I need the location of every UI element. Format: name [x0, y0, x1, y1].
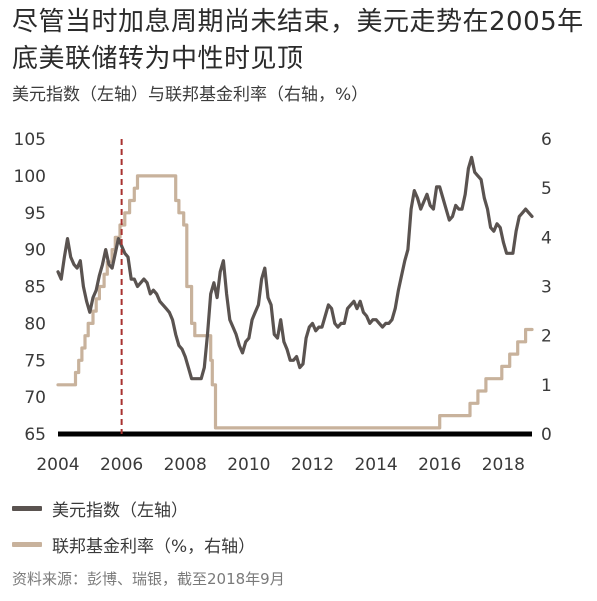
x-tick-label: 2012: [291, 455, 334, 475]
source-note: 资料来源：彭博、瑞银，截至2018年9月: [12, 570, 285, 588]
x-axis: 2004 2006 2008 2010 2012 2014 2016 2018: [36, 455, 525, 475]
series-layer: [56, 155, 534, 430]
right-tick-label: 1: [541, 376, 552, 396]
right-tick-label: 6: [541, 130, 552, 150]
chart-subtitle: 美元指数（左轴）与联邦基金利率（右轴，%）: [12, 85, 369, 105]
legend-label-fedfunds: 联邦基金利率（%，右轴）: [52, 536, 256, 557]
left-tick-label: 100: [14, 167, 46, 187]
x-tick-label: 2006: [100, 455, 143, 475]
chart-title: 尽管当时加息周期尚未结束，美元走势在2005年底美联储转为中性时见顶: [12, 7, 584, 74]
left-tick-label: 90: [24, 241, 46, 261]
right-tick-label: 3: [541, 278, 552, 298]
right-tick-label: 0: [541, 425, 552, 445]
x-tick-label: 2018: [482, 455, 525, 475]
legend-item-dxy: 美元指数（左轴）: [12, 490, 432, 526]
left-tick-label: 65: [24, 425, 46, 445]
right-tick-label: 4: [541, 228, 552, 248]
legend: 美元指数（左轴） 联邦基金利率（%，右轴）: [12, 490, 432, 562]
x-tick-label: 2014: [354, 455, 397, 475]
series-line-fedfunds: [56, 174, 534, 430]
x-tick-label: 2016: [418, 455, 461, 475]
left-tick-label: 75: [24, 351, 46, 371]
series-line-dxy: [56, 155, 534, 381]
left-tick-label: 105: [14, 130, 46, 150]
left-axis: 65 70 75 80 85 90 95 100 105: [14, 130, 46, 445]
left-tick-label: 85: [24, 278, 46, 298]
right-tick-label: 5: [541, 179, 552, 199]
x-tick-label: 2008: [164, 455, 207, 475]
legend-item-fedfunds: 联邦基金利率（%，右轴）: [12, 526, 432, 562]
right-tick-label: 2: [541, 327, 552, 347]
left-tick-label: 80: [24, 314, 46, 334]
x-tick-label: 2010: [227, 455, 270, 475]
left-tick-label: 70: [24, 388, 46, 408]
left-tick-label: 95: [24, 204, 46, 224]
legend-swatch-dxy: [12, 505, 42, 511]
x-tick-label: 2004: [36, 455, 79, 475]
legend-label-dxy: 美元指数（左轴）: [52, 500, 188, 521]
right-axis: 0 1 2 3 4 5 6: [541, 130, 552, 445]
legend-swatch-fedfunds: [12, 541, 42, 547]
